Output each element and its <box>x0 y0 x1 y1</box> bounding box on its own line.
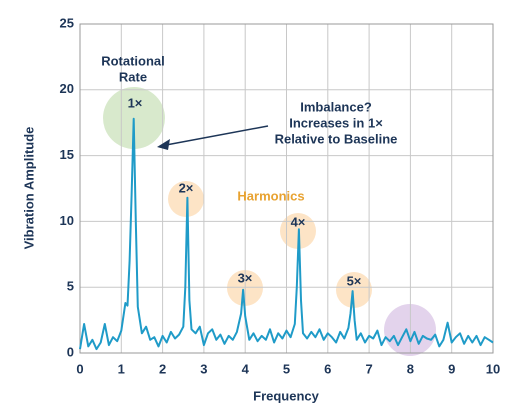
annotation: 2× <box>179 180 194 195</box>
y-tick-label: 25 <box>60 15 74 30</box>
x-tick-label: 8 <box>407 361 414 376</box>
arrow-head <box>157 139 170 150</box>
annotation: Increases in 1× <box>289 115 383 130</box>
series-line <box>79 117 494 351</box>
x-tick-label: 9 <box>448 361 455 376</box>
annotation: 4× <box>291 214 306 229</box>
plot <box>79 117 494 351</box>
y-tick-label: 10 <box>60 213 74 228</box>
x-tick-label: 2 <box>159 361 166 376</box>
annotation: 1× <box>128 95 143 110</box>
plot-frame <box>79 23 494 354</box>
x-tick-label: 7 <box>365 361 372 376</box>
y-tick-label: 0 <box>67 344 74 359</box>
y-tick-label: 15 <box>60 147 74 162</box>
y-tick-label: 20 <box>60 81 74 96</box>
annotation: Relative to Baseline <box>275 131 398 146</box>
y-axis-title: Vibration Amplitude <box>21 127 36 250</box>
annotation: Rotational <box>101 53 165 68</box>
x-axis-title: Frequency <box>253 388 320 403</box>
annotation: Harmonics <box>237 188 304 203</box>
highlight <box>336 272 372 308</box>
x-tick-label: 0 <box>76 361 83 376</box>
annotation: 3× <box>238 270 253 285</box>
x-tick-label: 4 <box>242 361 250 376</box>
annotation: Rate <box>119 69 147 84</box>
y-tick-label: 5 <box>67 279 74 294</box>
x-tick-label: 5 <box>283 361 290 376</box>
highlight <box>168 181 204 217</box>
arrow <box>165 125 269 146</box>
x-tick-label: 1 <box>118 361 125 376</box>
x-tick-label: 3 <box>200 361 207 376</box>
x-tick-label: 10 <box>486 361 500 376</box>
annotation: Imbalance? <box>300 99 372 114</box>
x-tick-label: 6 <box>324 361 331 376</box>
annotation: 5× <box>347 273 362 288</box>
